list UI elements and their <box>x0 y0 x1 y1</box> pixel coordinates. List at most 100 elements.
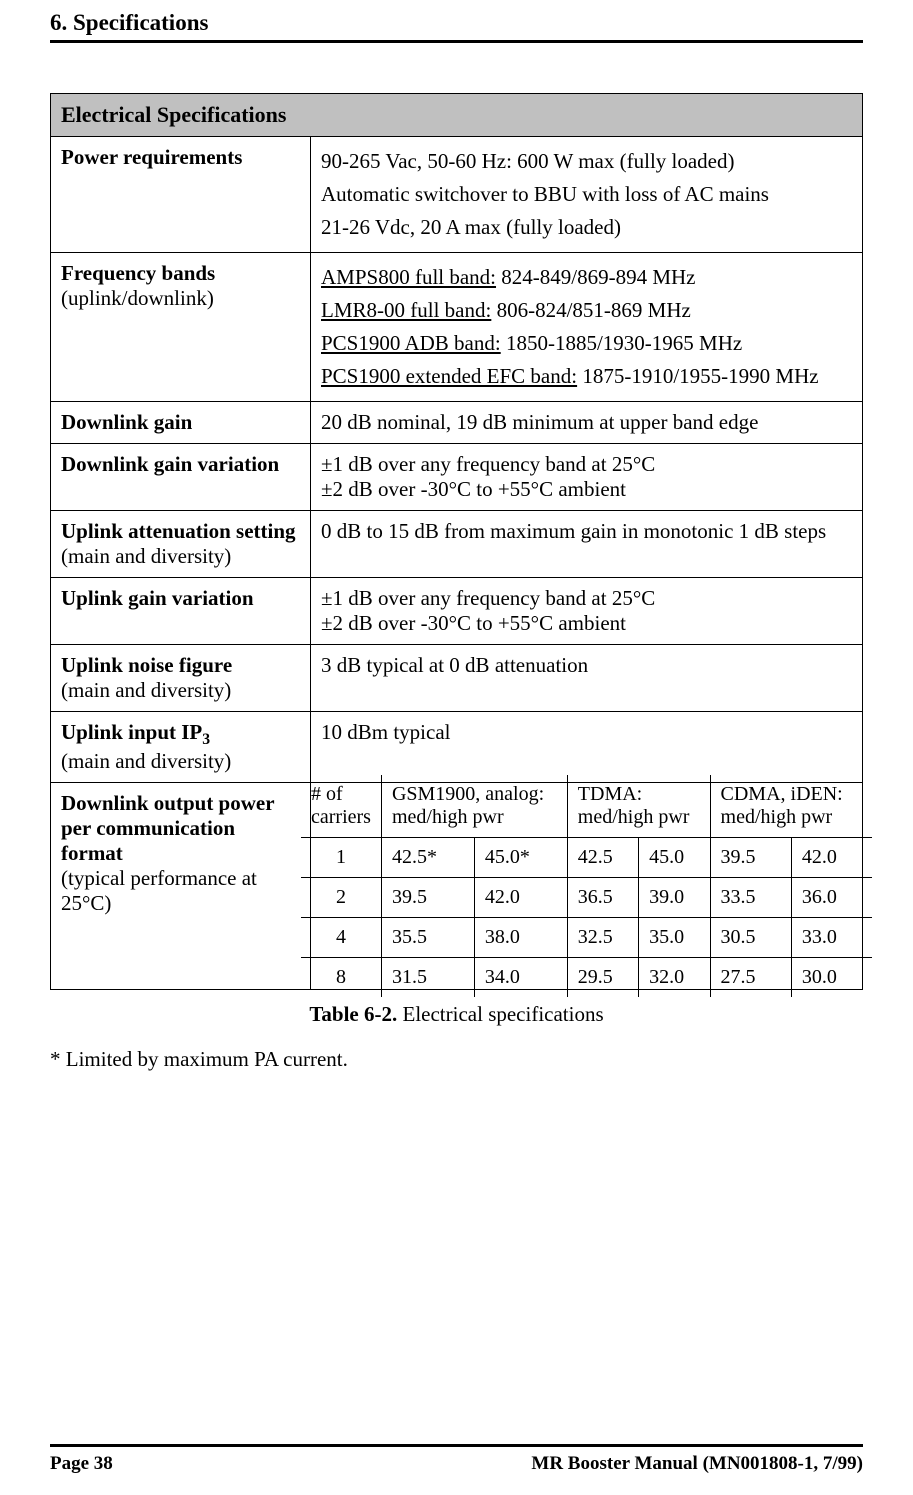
value-line: Automatic switchover to BBU with loss of… <box>321 178 852 211</box>
cell: 42.5 <box>567 838 638 878</box>
row-value: 0 dB to 15 dB from maximum gain in monot… <box>311 511 863 578</box>
inner-hdr: # of carriers <box>301 775 381 838</box>
label-text: Downlink gain variation <box>61 452 279 476</box>
band-name: PCS1900 extended EFC band: <box>321 364 577 388</box>
cell: 30.5 <box>710 918 791 958</box>
cell: 35.0 <box>639 918 710 958</box>
cell: 42.5* <box>381 838 474 878</box>
cell: 42.0 <box>474 878 567 918</box>
cell: 35.5 <box>381 918 474 958</box>
label-text: Uplink noise figure <box>61 653 232 677</box>
cell: 33.0 <box>791 918 872 958</box>
footnote: * Limited by maximum PA current. <box>50 1039 863 1080</box>
row-label: Downlink output power per communication … <box>51 783 311 990</box>
row-label: Uplink gain variation <box>51 578 311 645</box>
label-sub: (main and diversity) <box>61 544 231 568</box>
band-name: LMR8-00 full band: <box>321 298 491 322</box>
value-line: ±1 dB over any frequency band at 25°C <box>321 586 655 610</box>
value-line: ±2 dB over -30°C to +55°C ambient <box>321 477 626 501</box>
inner-hdr: GSM1900, analog: med/high pwr <box>381 775 567 838</box>
label-sub: (main and diversity) <box>61 678 231 702</box>
cell: 38.0 <box>474 918 567 958</box>
table-row: Downlink gain 20 dB nominal, 19 dB minim… <box>51 402 863 444</box>
table-caption: Table 6-2. Electrical specifications <box>50 990 863 1039</box>
row-label: Downlink gain <box>51 402 311 444</box>
table-header: Electrical Specifications <box>51 94 863 137</box>
table-row: Uplink attenuation setting (main and div… <box>51 511 863 578</box>
cell: 32.5 <box>567 918 638 958</box>
table-row: Downlink output power per communication … <box>51 783 863 990</box>
value-line: 90-265 Vac, 50-60 Hz: 600 W max (fully l… <box>321 145 852 178</box>
cell: 36.0 <box>791 878 872 918</box>
row-label: Uplink input IP3 (main and diversity) <box>51 712 311 783</box>
footer-rule <box>50 1444 863 1447</box>
value-line: ±1 dB over any frequency band at 25°C <box>321 452 655 476</box>
page-number: Page 38 <box>50 1453 113 1475</box>
label-text: Downlink output power per communication … <box>61 791 274 865</box>
band-value: 824-849/869-894 MHz <box>496 265 695 289</box>
row-value: 20 dB nominal, 19 dB minimum at upper ba… <box>311 402 863 444</box>
label-text: Downlink gain <box>61 410 192 434</box>
row-label: Power requirements <box>51 137 311 253</box>
cell: 36.5 <box>567 878 638 918</box>
table-row: Uplink noise figure (main and diversity)… <box>51 645 863 712</box>
value-line: 21-26 Vdc, 20 A max (fully loaded) <box>321 211 852 244</box>
inner-header-row: # of carriers GSM1900, analog: med/high … <box>301 775 872 838</box>
value-line: PCS1900 ADB band: 1850-1885/1930-1965 MH… <box>321 327 852 360</box>
inner-row: 2 39.5 42.0 36.5 39.0 33.5 36.0 <box>301 878 872 918</box>
cell: 45.0 <box>639 838 710 878</box>
inner-table: # of carriers GSM1900, analog: med/high … <box>301 775 872 997</box>
table-row: Power requirements 90-265 Vac, 50-60 Hz:… <box>51 137 863 253</box>
band-value: 1875-1910/1955-1990 MHz <box>577 364 818 388</box>
label-sub: (uplink/downlink) <box>61 286 214 310</box>
row-label: Uplink attenuation setting (main and div… <box>51 511 311 578</box>
cell: 33.5 <box>710 878 791 918</box>
label-sub: (typical performance at 25°C) <box>61 866 257 915</box>
label-text: Power requirements <box>61 145 242 169</box>
inner-hdr: CDMA, iDEN: med/high pwr <box>710 775 872 838</box>
value-line: PCS1900 extended EFC band: 1875-1910/195… <box>321 360 852 393</box>
row-value: AMPS800 full band: 824-849/869-894 MHz L… <box>311 253 863 402</box>
header-rule <box>50 40 863 43</box>
table-row: Frequency bands (uplink/downlink) AMPS80… <box>51 253 863 402</box>
label-text: Frequency bands <box>61 261 215 285</box>
cell: 4 <box>301 918 381 958</box>
row-label: Downlink gain variation <box>51 444 311 511</box>
cell: 39.0 <box>639 878 710 918</box>
caption-text: Electrical specifications <box>397 1002 603 1026</box>
table-header-row: Electrical Specifications <box>51 94 863 137</box>
label-text: Uplink attenuation setting <box>61 519 296 543</box>
row-label: Frequency bands (uplink/downlink) <box>51 253 311 402</box>
label-text: Uplink gain variation <box>61 586 254 610</box>
cell: 39.5 <box>381 878 474 918</box>
manual-id: MR Booster Manual (MN001808-1, 7/99) <box>531 1453 863 1475</box>
band-name: PCS1900 ADB band: <box>321 331 501 355</box>
table-row: Uplink input IP3 (main and diversity) 10… <box>51 712 863 783</box>
cell: 45.0* <box>474 838 567 878</box>
table-row: Downlink gain variation ±1 dB over any f… <box>51 444 863 511</box>
label-sub: (main and diversity) <box>61 749 231 773</box>
value-line: AMPS800 full band: 824-849/869-894 MHz <box>321 261 852 294</box>
band-value: 806-824/851-869 MHz <box>491 298 690 322</box>
band-name: AMPS800 full band: <box>321 265 496 289</box>
spec-table: Electrical Specifications Power requirem… <box>50 93 863 990</box>
cell: 2 <box>301 878 381 918</box>
row-value: 10 dBm typical <box>311 712 863 783</box>
label-text: Uplink input IP3 <box>61 720 210 744</box>
row-value: ±1 dB over any frequency band at 25°C ±2… <box>311 444 863 511</box>
caption-label: Table 6-2. <box>309 1002 397 1026</box>
row-value: ±1 dB over any frequency band at 25°C ±2… <box>311 578 863 645</box>
section-title: 6. Specifications <box>50 10 863 40</box>
inner-row: 1 42.5* 45.0* 42.5 45.0 39.5 42.0 <box>301 838 872 878</box>
value-line: LMR8-00 full band: 806-824/851-869 MHz <box>321 294 852 327</box>
row-value: 90-265 Vac, 50-60 Hz: 600 W max (fully l… <box>311 137 863 253</box>
cell: 39.5 <box>710 838 791 878</box>
cell: 42.0 <box>791 838 872 878</box>
inner-row: 4 35.5 38.0 32.5 35.0 30.5 33.0 <box>301 918 872 958</box>
row-value: # of carriers GSM1900, analog: med/high … <box>311 783 863 990</box>
inner-hdr: TDMA: med/high pwr <box>567 775 710 838</box>
row-value: 3 dB typical at 0 dB attenuation <box>311 645 863 712</box>
band-value: 1850-1885/1930-1965 MHz <box>501 331 742 355</box>
value-line: ±2 dB over -30°C to +55°C ambient <box>321 611 626 635</box>
cell: 1 <box>301 838 381 878</box>
